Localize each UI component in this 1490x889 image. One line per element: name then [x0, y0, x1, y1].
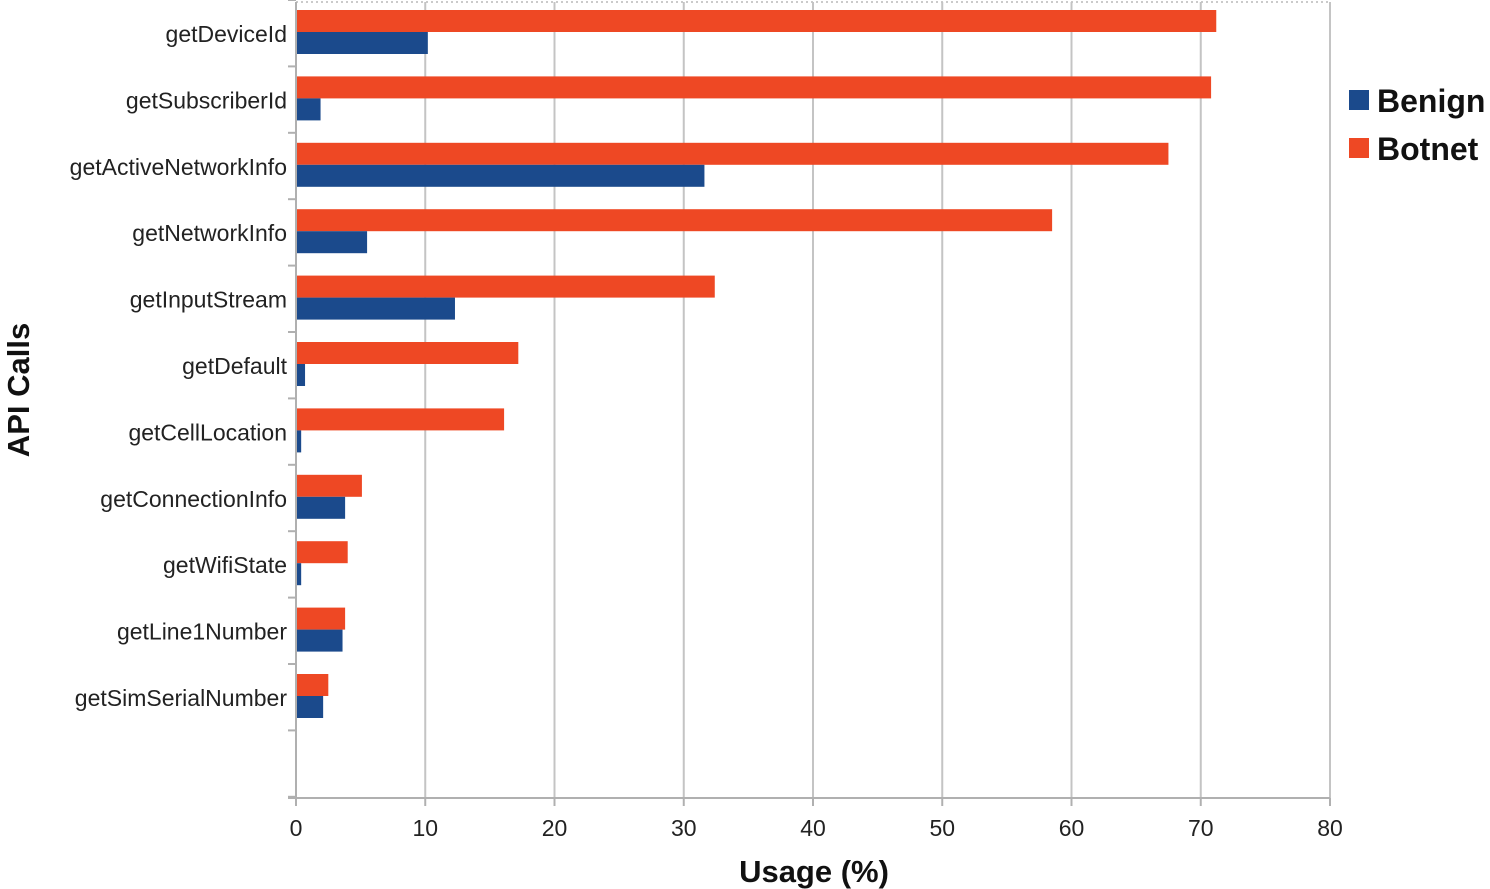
category-label-getConnectionInfo: getConnectionInfo	[100, 486, 287, 512]
x-tick-label-0: 0	[290, 815, 303, 841]
category-label-getSubscriberId: getSubscriberId	[126, 87, 287, 113]
axes	[288, 0, 1331, 806]
bar-botnet-getSimSerialNumber	[296, 674, 329, 696]
category-label-getNetworkInfo: getNetworkInfo	[132, 220, 287, 246]
category-label-getDeviceId: getDeviceId	[166, 21, 287, 47]
bar-benign-getWifiState	[296, 563, 302, 586]
bar-botnet-getWifiState	[296, 541, 348, 564]
y-axis-title: API Calls	[1, 323, 36, 457]
bar-benign-getSimSerialNumber	[296, 696, 324, 718]
x-tick-label-40: 40	[800, 815, 826, 841]
bar-botnet-getNetworkInfo	[296, 209, 1053, 232]
bar-botnet-getInputStream	[296, 275, 715, 298]
legend-swatch-benign	[1349, 90, 1369, 110]
category-label-getDefault: getDefault	[182, 353, 287, 379]
bar-benign-getNetworkInfo	[296, 231, 368, 254]
bar-benign-getCellLocation	[296, 430, 302, 453]
x-tick-label-70: 70	[1188, 815, 1214, 841]
bar-benign-getDeviceId	[296, 32, 428, 54]
category-label-getLine1Number: getLine1Number	[117, 619, 287, 645]
bar-botnet-getCellLocation	[296, 408, 505, 431]
bar-botnet-getDefault	[296, 342, 519, 364]
x-tick-label-50: 50	[929, 815, 955, 841]
bar-benign-getConnectionInfo	[296, 496, 346, 519]
category-label-getActiveNetworkInfo: getActiveNetworkInfo	[70, 154, 287, 180]
bar-benign-getInputStream	[296, 297, 455, 320]
legend-label-benign: Benign	[1377, 83, 1485, 119]
x-tick-label-60: 60	[1059, 815, 1085, 841]
bars	[296, 10, 1217, 718]
x-tick-label-30: 30	[671, 815, 697, 841]
x-tick-label-20: 20	[542, 815, 568, 841]
legend-swatch-botnet	[1349, 138, 1369, 158]
category-label-getCellLocation: getCellLocation	[128, 419, 287, 445]
x-tick-labels: 0 10 20 30 40 50 60 70 80	[290, 815, 1343, 841]
bar-botnet-getConnectionInfo	[296, 474, 362, 497]
x-axis-title: Usage (%)	[739, 854, 889, 889]
bar-benign-getActiveNetworkInfo	[296, 164, 705, 187]
bar-botnet-getSubscriberId	[296, 76, 1212, 99]
x-tick-label-80: 80	[1317, 815, 1343, 841]
category-label-getInputStream: getInputStream	[130, 287, 287, 313]
legend-label-botnet: Botnet	[1377, 131, 1479, 167]
category-label-getSimSerialNumber: getSimSerialNumber	[75, 685, 288, 711]
bar-botnet-getDeviceId	[296, 10, 1217, 32]
gridlines	[424, 2, 1331, 798]
bar-benign-getLine1Number	[296, 629, 343, 652]
category-label-getWifiState: getWifiState	[163, 552, 287, 578]
x-tick-label-10: 10	[412, 815, 438, 841]
bar-benign-getDefault	[296, 364, 306, 386]
legend: Benign Botnet	[1349, 83, 1485, 167]
bar-botnet-getLine1Number	[296, 607, 346, 630]
category-labels: getDeviceId getSubscriberId getActiveNetwo…	[70, 21, 288, 711]
bar-botnet-getActiveNetworkInfo	[296, 142, 1169, 165]
bar-benign-getSubscriberId	[296, 98, 321, 121]
